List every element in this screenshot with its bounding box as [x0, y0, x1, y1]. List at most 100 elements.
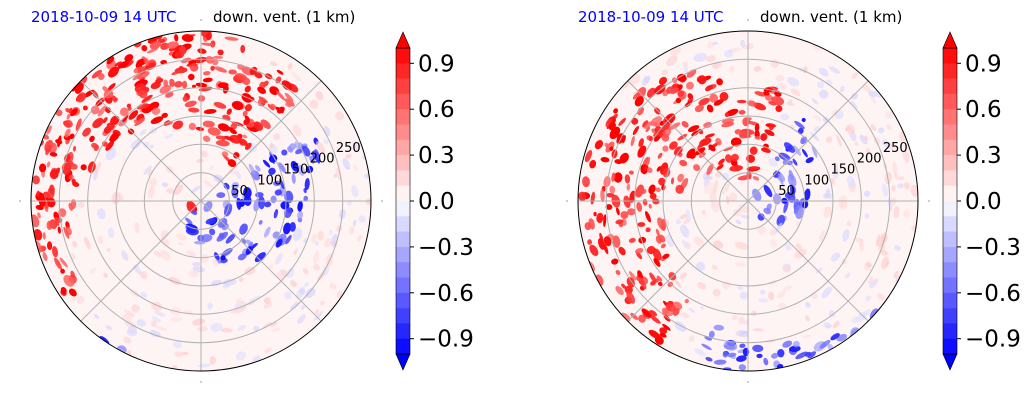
field-blob — [665, 55, 678, 67]
colorbar-tick-label: −0.3 — [965, 235, 1021, 261]
field-blob — [176, 233, 187, 241]
field-blob — [648, 184, 656, 195]
field-blob — [648, 136, 653, 142]
field-blob — [68, 288, 77, 297]
field-blob — [93, 313, 100, 320]
field-blob — [792, 158, 798, 166]
field-blob — [662, 323, 671, 331]
field-blob — [97, 208, 106, 220]
field-blob — [814, 115, 822, 122]
field-blob — [632, 92, 640, 100]
field-blob — [309, 99, 319, 109]
field-blob — [649, 272, 657, 283]
field-blob — [724, 49, 734, 58]
field-blob — [253, 325, 259, 332]
field-blob — [285, 103, 291, 108]
field-blob — [706, 55, 716, 63]
field-blob — [599, 232, 604, 244]
field-blob — [805, 315, 810, 322]
field-blob — [697, 141, 704, 150]
field-blob — [850, 101, 859, 110]
axis-tick-dot — [200, 381, 202, 383]
field-blob — [352, 140, 358, 152]
field-blob — [624, 174, 631, 184]
field-blob — [150, 116, 164, 125]
field-blob — [759, 289, 766, 295]
field-blob — [70, 108, 78, 117]
field-blob — [886, 124, 892, 131]
field-blob — [357, 234, 362, 242]
field-blob — [311, 150, 320, 161]
colorbar-level — [396, 170, 410, 186]
field-blob — [201, 254, 209, 263]
field-blob — [635, 248, 644, 254]
field-blob — [214, 66, 228, 73]
field-blob — [777, 173, 784, 186]
field-blob — [681, 121, 689, 128]
field-blob — [634, 96, 644, 107]
field-blob — [299, 288, 306, 295]
field-blob — [197, 326, 208, 332]
field-blob — [288, 143, 297, 151]
colorbar-level — [943, 292, 957, 309]
field-blob — [786, 101, 795, 106]
colorbar-level — [396, 78, 410, 95]
colorbar-level — [943, 63, 957, 79]
field-blob — [708, 144, 716, 152]
field-blob — [697, 282, 707, 290]
field-blob — [273, 209, 279, 219]
colorbar-level — [943, 262, 957, 278]
field-blob — [795, 351, 808, 360]
field-blob — [57, 135, 62, 148]
field-blob — [109, 66, 120, 76]
field-blob — [228, 169, 236, 175]
field-blob — [715, 137, 722, 146]
field-blob — [37, 212, 41, 219]
field-blob — [297, 210, 304, 220]
field-blob — [725, 195, 730, 205]
field-blob — [54, 216, 60, 227]
angular-gridline — [200, 80, 322, 202]
field-blob — [272, 133, 281, 141]
field-blob — [721, 172, 730, 181]
polar-panel-left: 2018-10-09 14 UTC down. vent. (1 km) 50 1… — [0, 0, 518, 401]
field-blob — [845, 125, 851, 132]
field-layer — [31, 31, 371, 371]
field-blob — [723, 146, 734, 152]
field-blob — [801, 118, 806, 122]
field-blob — [718, 158, 725, 165]
field-blob — [645, 211, 651, 223]
angular-gridline — [200, 200, 322, 322]
field-blob — [51, 246, 59, 258]
field-blob — [45, 145, 51, 156]
colorbar-tick-label: 0.3 — [965, 143, 1002, 169]
colorbar-tick-label: −0.9 — [418, 327, 474, 353]
field-blob — [722, 183, 731, 195]
field-blob — [645, 156, 651, 167]
field-blob — [220, 255, 226, 261]
field-blob — [163, 79, 169, 88]
field-blob — [107, 227, 115, 239]
field-blob — [217, 49, 224, 56]
colorbar-level — [396, 63, 410, 79]
field-blob — [778, 302, 787, 309]
field-blob — [891, 185, 896, 192]
field-blob — [605, 204, 613, 210]
field-blob — [291, 173, 296, 184]
field-blob — [902, 149, 910, 164]
colorbar-tick-label: −0.3 — [418, 235, 474, 261]
colorbar-level — [943, 170, 957, 186]
field-blob — [143, 141, 150, 148]
field-blob — [675, 97, 682, 104]
field-blob — [624, 285, 633, 294]
field-blob — [659, 327, 668, 335]
field-blob — [658, 76, 668, 85]
field-blob — [736, 355, 747, 362]
field-blob — [159, 249, 171, 261]
field-blob — [276, 269, 288, 280]
field-blob — [637, 270, 643, 280]
field-blob — [703, 122, 713, 128]
field-blob — [698, 97, 710, 106]
field-blob — [119, 107, 129, 117]
colorbar-extend-min — [942, 353, 958, 371]
